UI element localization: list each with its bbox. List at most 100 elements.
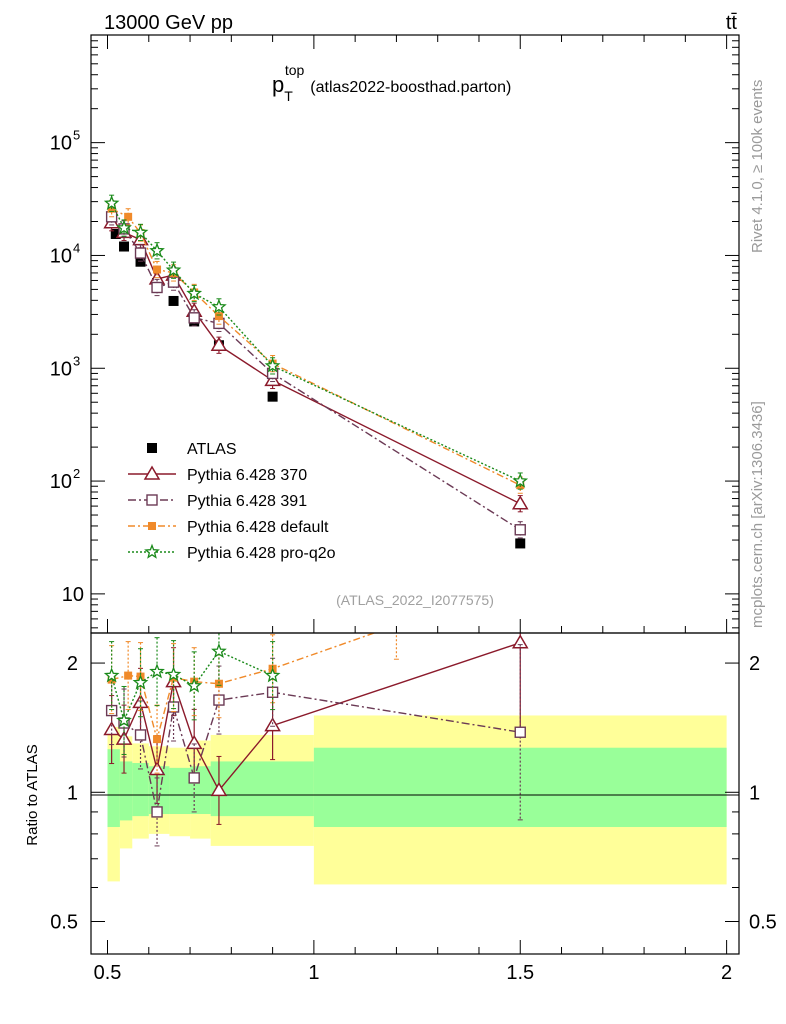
ratio-y-tick-label-right: 1 <box>749 782 760 804</box>
y-tick-label-base: 10 <box>50 358 72 380</box>
ratio-point-pq2o <box>211 642 227 659</box>
ratio-line-pq2o <box>110 650 273 723</box>
band-inner <box>132 763 149 817</box>
point-pq2o <box>211 298 227 314</box>
point-pq2o <box>264 357 281 373</box>
ratio-point-p370 <box>148 761 166 776</box>
title-suffix: (atlas2022-boosthad.parton) <box>310 79 511 96</box>
point-pdefault <box>153 265 162 274</box>
ratio-point-pq2o <box>264 667 281 683</box>
ratio-series-pq2o <box>103 633 281 755</box>
y-tick-label: 10 <box>50 245 72 267</box>
y-tick-label-base: 10 <box>50 245 72 267</box>
ratio-point-p391 <box>151 806 163 818</box>
y-tick-label: 10 <box>50 133 72 155</box>
legend-marker-p391 <box>146 494 158 506</box>
point-atlas <box>168 295 179 306</box>
x-tick-label: 1 <box>308 962 319 984</box>
point-p370 <box>264 371 281 387</box>
ratio-point-pdefault <box>124 671 133 680</box>
title-main: p <box>272 72 284 97</box>
point-p370 <box>210 336 228 351</box>
ratio-point-p391 <box>514 726 526 738</box>
x-tick-label: 1.5 <box>506 962 534 984</box>
ratio-point-pq2o <box>149 663 165 679</box>
ratio-axes: 0.5 0.5 1 1 2 2 0.5 1 1.5 2 <box>50 35 777 984</box>
y-tick-label-exp: 3 <box>73 353 80 368</box>
legend-entry-pdefault: Pythia 6.428 default <box>128 519 329 536</box>
ratio-bands <box>107 715 727 885</box>
point-pq2o <box>103 195 120 211</box>
band-inner <box>313 747 727 828</box>
legend-label-pdefault: Pythia 6.428 default <box>187 519 329 536</box>
ratio-y-tick-label-right: 2 <box>749 653 760 675</box>
point-atlas <box>110 228 121 239</box>
band-inner <box>210 761 314 817</box>
y-tick-label: 10 <box>50 471 72 493</box>
series-pdefault <box>107 200 525 494</box>
y-tick-label-exp: 5 <box>73 128 80 143</box>
x-tick-label: 0.5 <box>94 962 122 984</box>
legend-entry-p391: Pythia 6.428 391 <box>128 493 307 510</box>
ratio-series <box>103 633 529 847</box>
y-tick-label-base: 10 <box>62 584 84 606</box>
point-pq2o <box>186 285 203 301</box>
mcplots-label: mcplots.cern.ch [arXiv:1306.3436] <box>749 401 766 628</box>
ratio-frame <box>90 632 740 955</box>
series-p391 <box>105 208 526 539</box>
ratio-point-p370 <box>511 634 529 649</box>
legend-label-pq2o: Pythia 6.428 pro-q2o <box>187 545 336 562</box>
legend-marker-pq2o <box>144 543 160 559</box>
ratio-point-p370 <box>264 717 281 732</box>
series-line-pq2o <box>110 202 521 482</box>
point-pq2o <box>149 242 165 258</box>
point-p391 <box>514 524 526 536</box>
band-inner <box>169 767 191 815</box>
header-right: tt̄ <box>726 12 738 34</box>
main-panel: pTtop (atlas2022-boosthad.parton) (ATLAS_… <box>50 34 740 634</box>
legend-label-p391: Pythia 6.428 391 <box>187 493 307 510</box>
ratio-point-pq2o <box>103 667 120 683</box>
point-pq2o <box>165 261 182 277</box>
legend-entry-p370: Pythia 6.428 370 <box>128 465 307 484</box>
plot-title: pTtop (atlas2022-boosthad.parton) <box>272 62 511 104</box>
ratio-point-p391 <box>167 701 180 713</box>
ratio-point-p370 <box>210 781 228 797</box>
point-atlas <box>119 241 130 252</box>
band-inner <box>119 761 133 821</box>
point-pdefault <box>214 312 223 321</box>
ratio-y-tick-label: 0.5 <box>50 911 78 933</box>
y-tick-label-base: 10 <box>50 133 72 155</box>
ratio-point-pq2o <box>165 666 182 682</box>
ratio-point-pq2o <box>132 674 149 690</box>
series-p370 <box>103 214 529 513</box>
ratio-point-pq2o <box>186 677 203 693</box>
band-inner <box>107 749 120 828</box>
point-p391 <box>188 312 200 324</box>
point-pq2o <box>132 224 149 240</box>
watermark: (ATLAS_2022_I2077575) <box>336 592 494 608</box>
main-series <box>103 194 529 549</box>
legend-entry-pq2o: Pythia 6.428 pro-q2o <box>128 543 336 562</box>
ratio-point-pdefault <box>153 735 162 744</box>
point-pdefault <box>124 212 133 221</box>
series-line-pdefault <box>111 207 521 486</box>
legend-label-p370: Pythia 6.428 370 <box>187 467 307 484</box>
x-tick-label: 2 <box>721 962 732 984</box>
title-sub: T <box>284 88 293 104</box>
rivet-label: Rivet 4.1.0, ≥ 100k events <box>749 80 766 253</box>
legend: ATLAS Pythia 6.428 370 Pythia 6.428 391 Pyt… <box>128 441 336 562</box>
ratio-point-p391 <box>134 729 147 741</box>
legend-marker-p370 <box>143 465 161 480</box>
y-tick-label: 10 <box>50 358 72 380</box>
ratio-point-p391 <box>188 772 200 784</box>
ratio-y-tick-label-right: 0.5 <box>749 911 777 933</box>
point-p391 <box>134 247 147 259</box>
point-atlas <box>515 538 526 549</box>
point-pq2o <box>116 219 132 235</box>
y-tick-label: 10 <box>62 584 84 606</box>
y-tick-label-exp: 2 <box>73 466 80 481</box>
y-tick-label-base: 10 <box>50 471 72 493</box>
